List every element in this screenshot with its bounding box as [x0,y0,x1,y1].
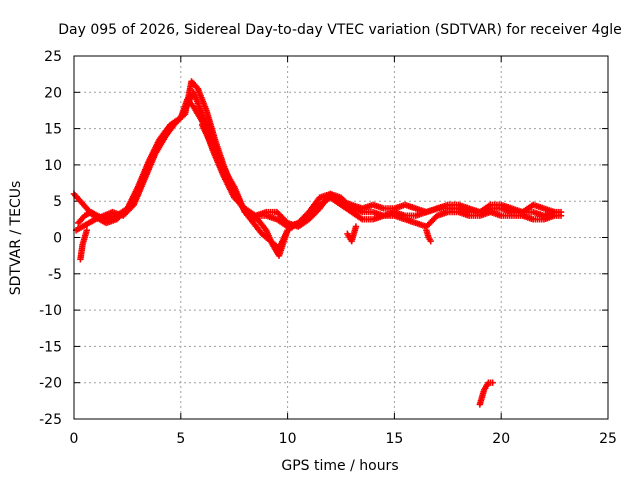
x-tick-label: 0 [70,431,79,447]
plot-frame [73,55,609,420]
grid [74,56,608,419]
x-tick-label: 25 [599,431,617,447]
y-tick-label: 20 [44,85,62,101]
y-axis-label: SDTVAR / TECUs [8,181,24,296]
data-point [284,227,291,234]
data-point [489,379,496,386]
y-tick-label: -20 [39,376,62,392]
data-point [352,223,360,230]
x-tick-label: 20 [492,431,510,447]
data-point [427,237,434,245]
y-tick-label: -15 [39,339,62,355]
x-tick-label: 10 [279,431,297,447]
y-tick-label: -5 [48,267,62,283]
data-point [557,212,565,219]
data-point [551,208,558,216]
y-tick-label: -25 [39,412,62,428]
y-tick-label: 10 [44,158,62,174]
x-tick-label: 15 [385,431,403,447]
x-tick-label: 5 [176,431,185,447]
y-tick-label: 0 [53,231,62,247]
chart-title: Day 095 of 2026, Sidereal Day-to-day VTE… [58,22,622,38]
data-marks [70,78,565,408]
y-tick-label: 15 [44,122,62,138]
y-tick-label: 25 [44,49,62,65]
y-tick-label: -10 [39,303,62,319]
data-point [83,227,91,234]
x-axis-label: GPS time / hours [281,458,398,474]
y-tick-label: 5 [53,194,62,210]
axis-ticks: -25 -20 -15 -10 -5 0 5 10 15 20 25 0 5 10 15 20 25 [39,49,617,447]
